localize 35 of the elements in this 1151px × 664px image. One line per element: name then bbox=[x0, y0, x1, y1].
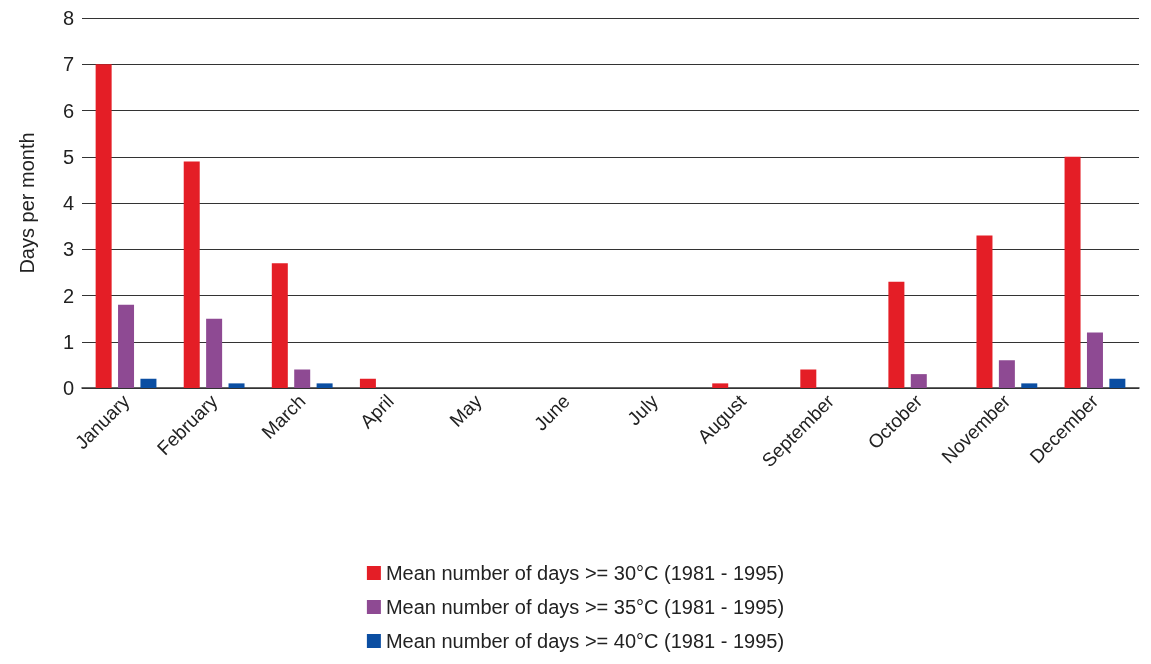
bar bbox=[359, 378, 376, 388]
bar bbox=[1109, 378, 1126, 388]
bar bbox=[183, 161, 200, 388]
y-tick-label: 5 bbox=[62, 145, 74, 168]
bar bbox=[1064, 156, 1081, 388]
y-tick-label: 6 bbox=[62, 99, 74, 122]
legend-label: Mean number of days >= 30°C (1981 - 1995) bbox=[385, 562, 785, 584]
bar bbox=[271, 263, 288, 388]
bar bbox=[1021, 383, 1038, 388]
bar bbox=[712, 383, 729, 388]
bar bbox=[228, 383, 245, 388]
bar bbox=[976, 235, 993, 388]
y-tick-label: 0 bbox=[62, 377, 74, 399]
x-tick-label: May bbox=[445, 390, 487, 431]
y-tick-label: 8 bbox=[62, 7, 74, 29]
legend-label: Mean number of days >= 40°C (1981 - 1995) bbox=[385, 630, 785, 652]
bar bbox=[118, 304, 135, 388]
bar bbox=[140, 378, 157, 388]
bar bbox=[206, 318, 223, 388]
y-axis-title: Days per month bbox=[16, 132, 38, 274]
y-tick-label: 1 bbox=[62, 330, 74, 353]
bar bbox=[294, 369, 311, 388]
y-tick-label: 2 bbox=[62, 284, 74, 307]
y-tick-label: 7 bbox=[62, 53, 74, 76]
bar bbox=[316, 383, 333, 388]
y-tick-label: 4 bbox=[62, 192, 74, 214]
bar bbox=[95, 64, 112, 388]
bar bbox=[910, 374, 927, 388]
bar bbox=[888, 281, 905, 388]
bar bbox=[998, 360, 1015, 388]
bar bbox=[1086, 332, 1103, 388]
y-tick-label: 3 bbox=[62, 238, 74, 261]
legend-label: Mean number of days >= 35°C (1981 - 1995) bbox=[385, 596, 785, 618]
x-tick-label: July bbox=[623, 390, 663, 430]
bar bbox=[800, 369, 817, 388]
